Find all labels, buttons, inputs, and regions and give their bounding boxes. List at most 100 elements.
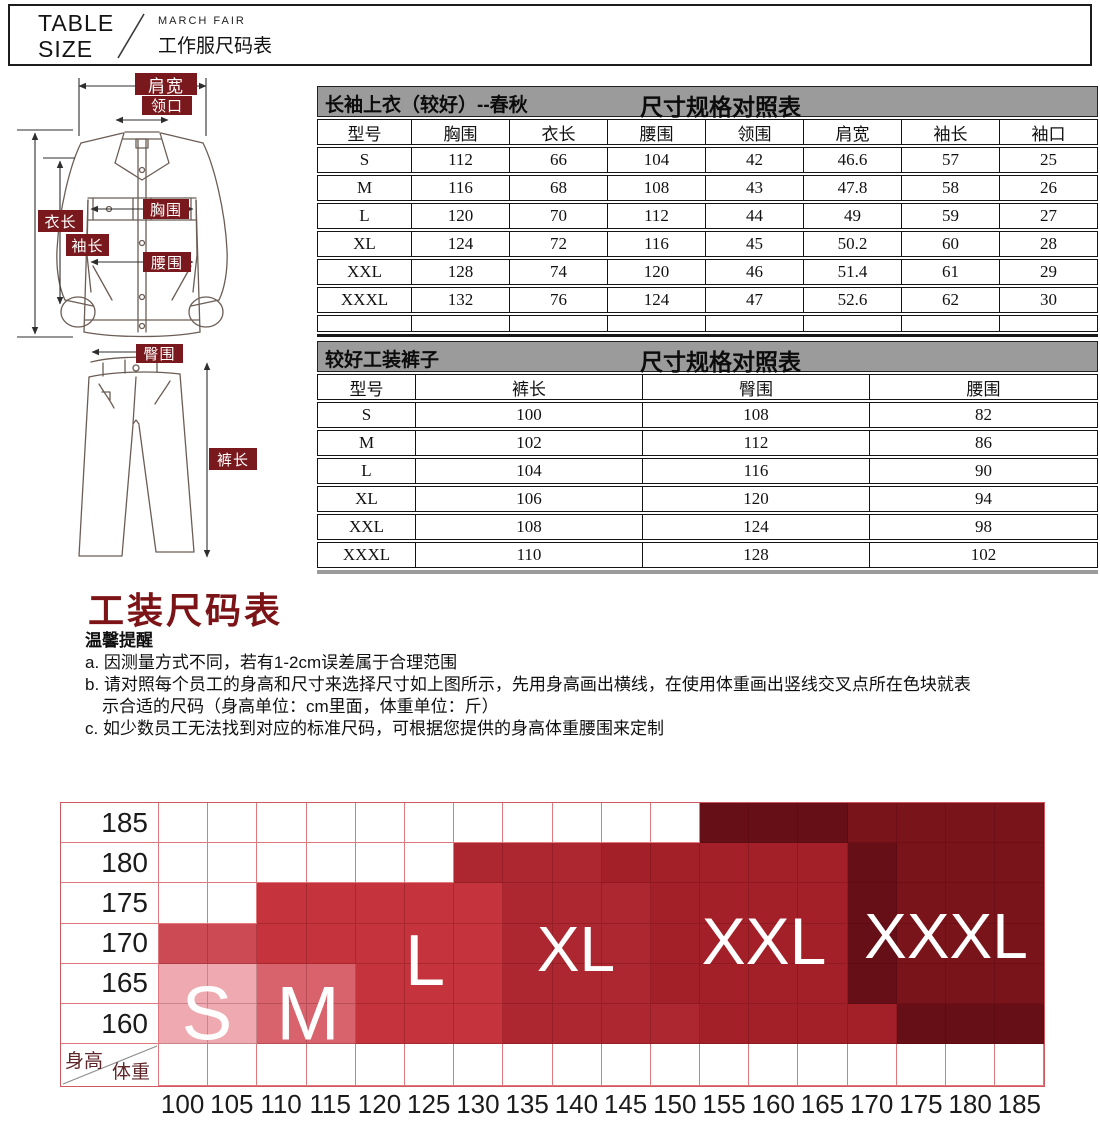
- column-header: 胸围: [412, 120, 510, 144]
- empty-cell: [159, 883, 209, 924]
- empty-cell: [601, 803, 651, 844]
- table-cell: 50.2: [804, 232, 902, 256]
- size-region-cell: [552, 923, 602, 964]
- weight-axis-label: 170: [849, 1089, 894, 1119]
- empty-cell: [601, 1044, 651, 1087]
- empty-cell: [159, 843, 209, 884]
- table-row: S 112 66 104 42 46.6 57 25: [317, 147, 1098, 173]
- table-cell: 59: [902, 204, 1000, 228]
- table-cell: 25: [1040, 150, 1057, 169]
- table-cell: 66: [510, 148, 608, 172]
- size-heatmap-grid: 185 180 175 170 165 160 身高 体重 S M L XL XXL XXXL: [60, 802, 1046, 1088]
- table-title-band: 较好工装裤子 尺寸规格对照表: [317, 341, 1098, 375]
- table-cell: [902, 316, 1000, 331]
- brand-subtitle: MARCH FAIR 工作服尺码表: [158, 15, 272, 58]
- empty-cell: [552, 1044, 602, 1087]
- size-region-cell: [306, 923, 356, 964]
- column-header: 腰围: [966, 379, 1001, 399]
- size-region-cell: [896, 883, 946, 924]
- empty-cell: [404, 1044, 455, 1087]
- table-row: L 104 116 90: [317, 458, 1098, 484]
- size-region-cell: [847, 843, 897, 884]
- size-region-cell: [946, 1003, 996, 1045]
- table-cell: 124: [412, 232, 510, 256]
- table-cell: 43: [706, 176, 804, 200]
- table-cell: 94: [975, 489, 992, 508]
- size-region-cell: [700, 883, 750, 924]
- page-title: 工作服尺码表: [158, 36, 273, 57]
- table-cell: XL: [318, 487, 416, 511]
- size-region-label: M: [276, 971, 340, 1057]
- size-region-cell: [257, 883, 307, 924]
- empty-cell: [404, 803, 455, 844]
- table-cell: 120: [608, 260, 706, 284]
- table-cell: 124: [608, 288, 706, 312]
- table-cell: 128: [643, 543, 870, 567]
- weight-axis-label: 130: [456, 1089, 500, 1119]
- table-cell: [804, 316, 902, 331]
- empty-cell: [355, 843, 405, 884]
- notice-line: 示合适的尺码（身高单位：cm里面，体重单位：斤）: [102, 697, 499, 716]
- size-region-cell: [404, 1003, 455, 1045]
- size-region-cell: [454, 883, 504, 924]
- table-cell: 61: [902, 260, 1000, 284]
- table-cell: XXL: [318, 260, 412, 284]
- pants-size-table: 较好工装裤子 尺寸规格对照表 型号 裤长 臀围 腰围 S 100 108 82 M 102 112 8…: [317, 341, 1098, 574]
- table-body: 型号 裤长 臀围 腰围 S 100 108 82 M 102 112 86 L 104 116 90 XL 106…: [317, 374, 1098, 568]
- size-region-cell: [552, 843, 602, 884]
- size-region-cell: [798, 883, 848, 924]
- size-region-label: XXXL: [864, 900, 1028, 972]
- size-region-cell: [503, 883, 553, 924]
- table-row: XL 106 120 94: [317, 486, 1098, 512]
- jacket-length-label: 衣长: [38, 210, 83, 232]
- size-region-cell: [946, 923, 996, 964]
- weight-axis-label: 185: [997, 1089, 1042, 1119]
- column-header: 袖口: [1031, 124, 1066, 144]
- table-cell: M: [318, 176, 412, 200]
- size-region-cell: [601, 1003, 651, 1045]
- table-title-band: 长袖上衣（较好）--春秋 尺寸规格对照表: [317, 86, 1098, 120]
- size-region-cell: [700, 843, 750, 884]
- table-cell: [608, 316, 706, 331]
- weight-axis-label: 165: [800, 1089, 845, 1119]
- weight-axis-label: 155: [702, 1089, 746, 1119]
- size-region-cell: [503, 843, 553, 884]
- table-cell: 26: [1040, 178, 1057, 197]
- table-cell: 112: [643, 431, 870, 455]
- table-cell: 90: [975, 461, 992, 480]
- size-region-cell: [749, 963, 799, 1004]
- notice-line: b. 请对照每个员工的身高和尺寸来选择尺寸如上图所示，先用身高画出横线，在使用体…: [85, 675, 971, 694]
- table-cell: 108: [416, 515, 643, 539]
- size-region-cell: [306, 1003, 356, 1045]
- table-cell: 27: [1040, 206, 1057, 225]
- size-region-cell: [798, 843, 848, 884]
- table-cell: 46.6: [804, 148, 902, 172]
- size-region-cell: [355, 1003, 405, 1045]
- empty-cell: [306, 1044, 356, 1087]
- size-region-cell: [552, 1003, 602, 1045]
- size-region-cell: [650, 1003, 701, 1045]
- table-cell: 70: [510, 204, 608, 228]
- empty-cell: [454, 1044, 504, 1087]
- size-region-cell: [355, 883, 405, 924]
- table-cell: [412, 316, 510, 331]
- brand-logo-text: TABLE SIZE: [38, 10, 114, 62]
- empty-cell: [208, 803, 258, 844]
- collar-label: 领口: [142, 96, 192, 115]
- table-cell: 42: [706, 148, 804, 172]
- empty-cell: [208, 1044, 258, 1087]
- table-cell: 112: [412, 148, 510, 172]
- empty-cell: [454, 803, 504, 844]
- weight-axis-label: 100: [160, 1089, 205, 1119]
- column-header: 型号: [318, 120, 412, 144]
- empty-cell: [404, 843, 455, 884]
- column-header: 袖长: [902, 120, 1000, 144]
- table-cell: [1000, 316, 1097, 331]
- empty-cell: [159, 803, 209, 844]
- brand-header: TABLE SIZE MARCH FAIR 工作服尺码表: [8, 4, 1092, 66]
- notice-block: 温馨提醒 a. 因测量方式不同，若有1-2cm误差属于合理范围 b. 请对照每个员…: [85, 630, 1045, 740]
- empty-cell: [798, 1044, 848, 1087]
- table-cell: 116: [608, 232, 706, 256]
- weight-axis-labels: 100 105 110 115 120 125 130 135 140 145 150 155 160 1…: [158, 1089, 1044, 1120]
